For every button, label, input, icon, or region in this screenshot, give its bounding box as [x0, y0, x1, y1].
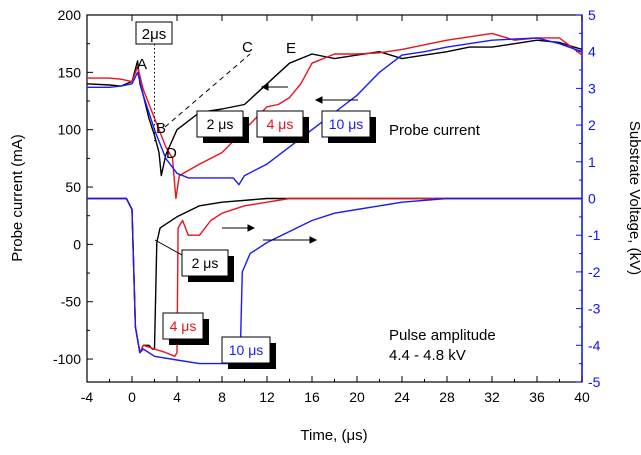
- x-tick-label: 24: [394, 389, 410, 405]
- point-c-label: C: [242, 39, 253, 56]
- y-right-tick-label: -1: [588, 227, 601, 243]
- point-a-label: A: [137, 56, 147, 73]
- point-d-label: D: [166, 145, 177, 162]
- x-tick-label: 8: [218, 389, 226, 405]
- x-tick-label: 36: [529, 389, 545, 405]
- x-axis-title: Time, (μs): [300, 427, 367, 444]
- pointer-lines: [154, 239, 183, 256]
- y-right-tick-label: -3: [588, 301, 601, 317]
- y-left-tick-label: 0: [73, 236, 81, 252]
- y-right-tick-label: 1: [588, 154, 596, 170]
- box-2us-top: 2 μs: [196, 110, 249, 143]
- x-tick-label: 12: [259, 389, 275, 405]
- marker-2us-box: [135, 21, 173, 45]
- box-10us-top: 10 μs: [321, 110, 376, 143]
- y-right-tick-label: -4: [588, 337, 601, 353]
- y-right-tick-label: 0: [588, 191, 596, 207]
- series-current-2s: [86, 39, 583, 177]
- y-left-tick-label: 50: [65, 179, 81, 195]
- series-layer: [86, 32, 583, 365]
- x-tick-label: 28: [439, 389, 455, 405]
- series-current-4s: [87, 32, 583, 200]
- x-tick-label: 16: [304, 389, 320, 405]
- y-right-tick-label: 2: [588, 117, 596, 133]
- svg-text:4 μs: 4 μs: [170, 318, 197, 334]
- y-right-tick-label: 4: [588, 44, 596, 60]
- y-left-tick-label: -50: [61, 294, 81, 310]
- y-right-tick-label: 3: [588, 80, 596, 96]
- series-voltage-10s: [87, 197, 582, 365]
- box-2us-bottom: 2 μs: [181, 249, 234, 282]
- guide-line-bc: [164, 53, 251, 128]
- series-voltage-4s: [87, 197, 582, 357]
- series-voltage-2s: [87, 197, 582, 354]
- svg-text:10 μs: 10 μs: [329, 116, 364, 132]
- box-4us-top: 4 μs: [256, 110, 309, 143]
- y-left-tick-label: -100: [53, 351, 81, 367]
- probe-current-label: Probe current: [389, 122, 481, 139]
- y-left-tick-label: 150: [58, 64, 82, 80]
- x-tick-label: 32: [484, 389, 500, 405]
- y-left-tick-label: 100: [58, 122, 82, 138]
- point-b-label: B: [156, 120, 166, 137]
- y-left-tick-label: 200: [58, 7, 82, 23]
- y-axis-left-title: Probe current (mA): [9, 134, 26, 262]
- x-tick-label: 4: [173, 389, 181, 405]
- arrows-upper: [260, 83, 358, 104]
- y-right-tick-label: 5: [588, 7, 596, 23]
- svg-text:4 μs: 4 μs: [267, 116, 294, 132]
- y-right-tick-label: -5: [588, 374, 601, 390]
- x-tick-label: 20: [349, 389, 365, 405]
- x-tick-label: -4: [81, 389, 94, 405]
- y-right-tick-label: -2: [588, 264, 601, 280]
- x-tick-label: 40: [574, 389, 590, 405]
- y-axis-right-title: Substrate Voltage, (kV): [626, 121, 641, 275]
- pulse-amplitude-line2: 4.4 - 4.8 kV: [389, 347, 466, 364]
- box-4us-bottom: 4 μs: [162, 312, 209, 345]
- svg-text:2 μs: 2 μs: [207, 116, 234, 132]
- point-e-label: E: [286, 40, 296, 57]
- axis-ticks: -4 0 4 8 12 16 20 24 28 32 36 40-100-50050100150200…: [53, 7, 601, 405]
- x-tick-label: 0: [128, 389, 136, 405]
- svg-text:10 μs: 10 μs: [229, 342, 264, 358]
- marker-2us-label: 2μs: [142, 26, 167, 43]
- box-10us-bottom: 10 μs: [221, 336, 276, 369]
- svg-text:2 μs: 2 μs: [192, 255, 219, 271]
- arrows-lower: [222, 224, 318, 244]
- series-current-10s: [87, 37, 583, 186]
- pulse-amplitude-line1: Pulse amplitude: [389, 327, 496, 344]
